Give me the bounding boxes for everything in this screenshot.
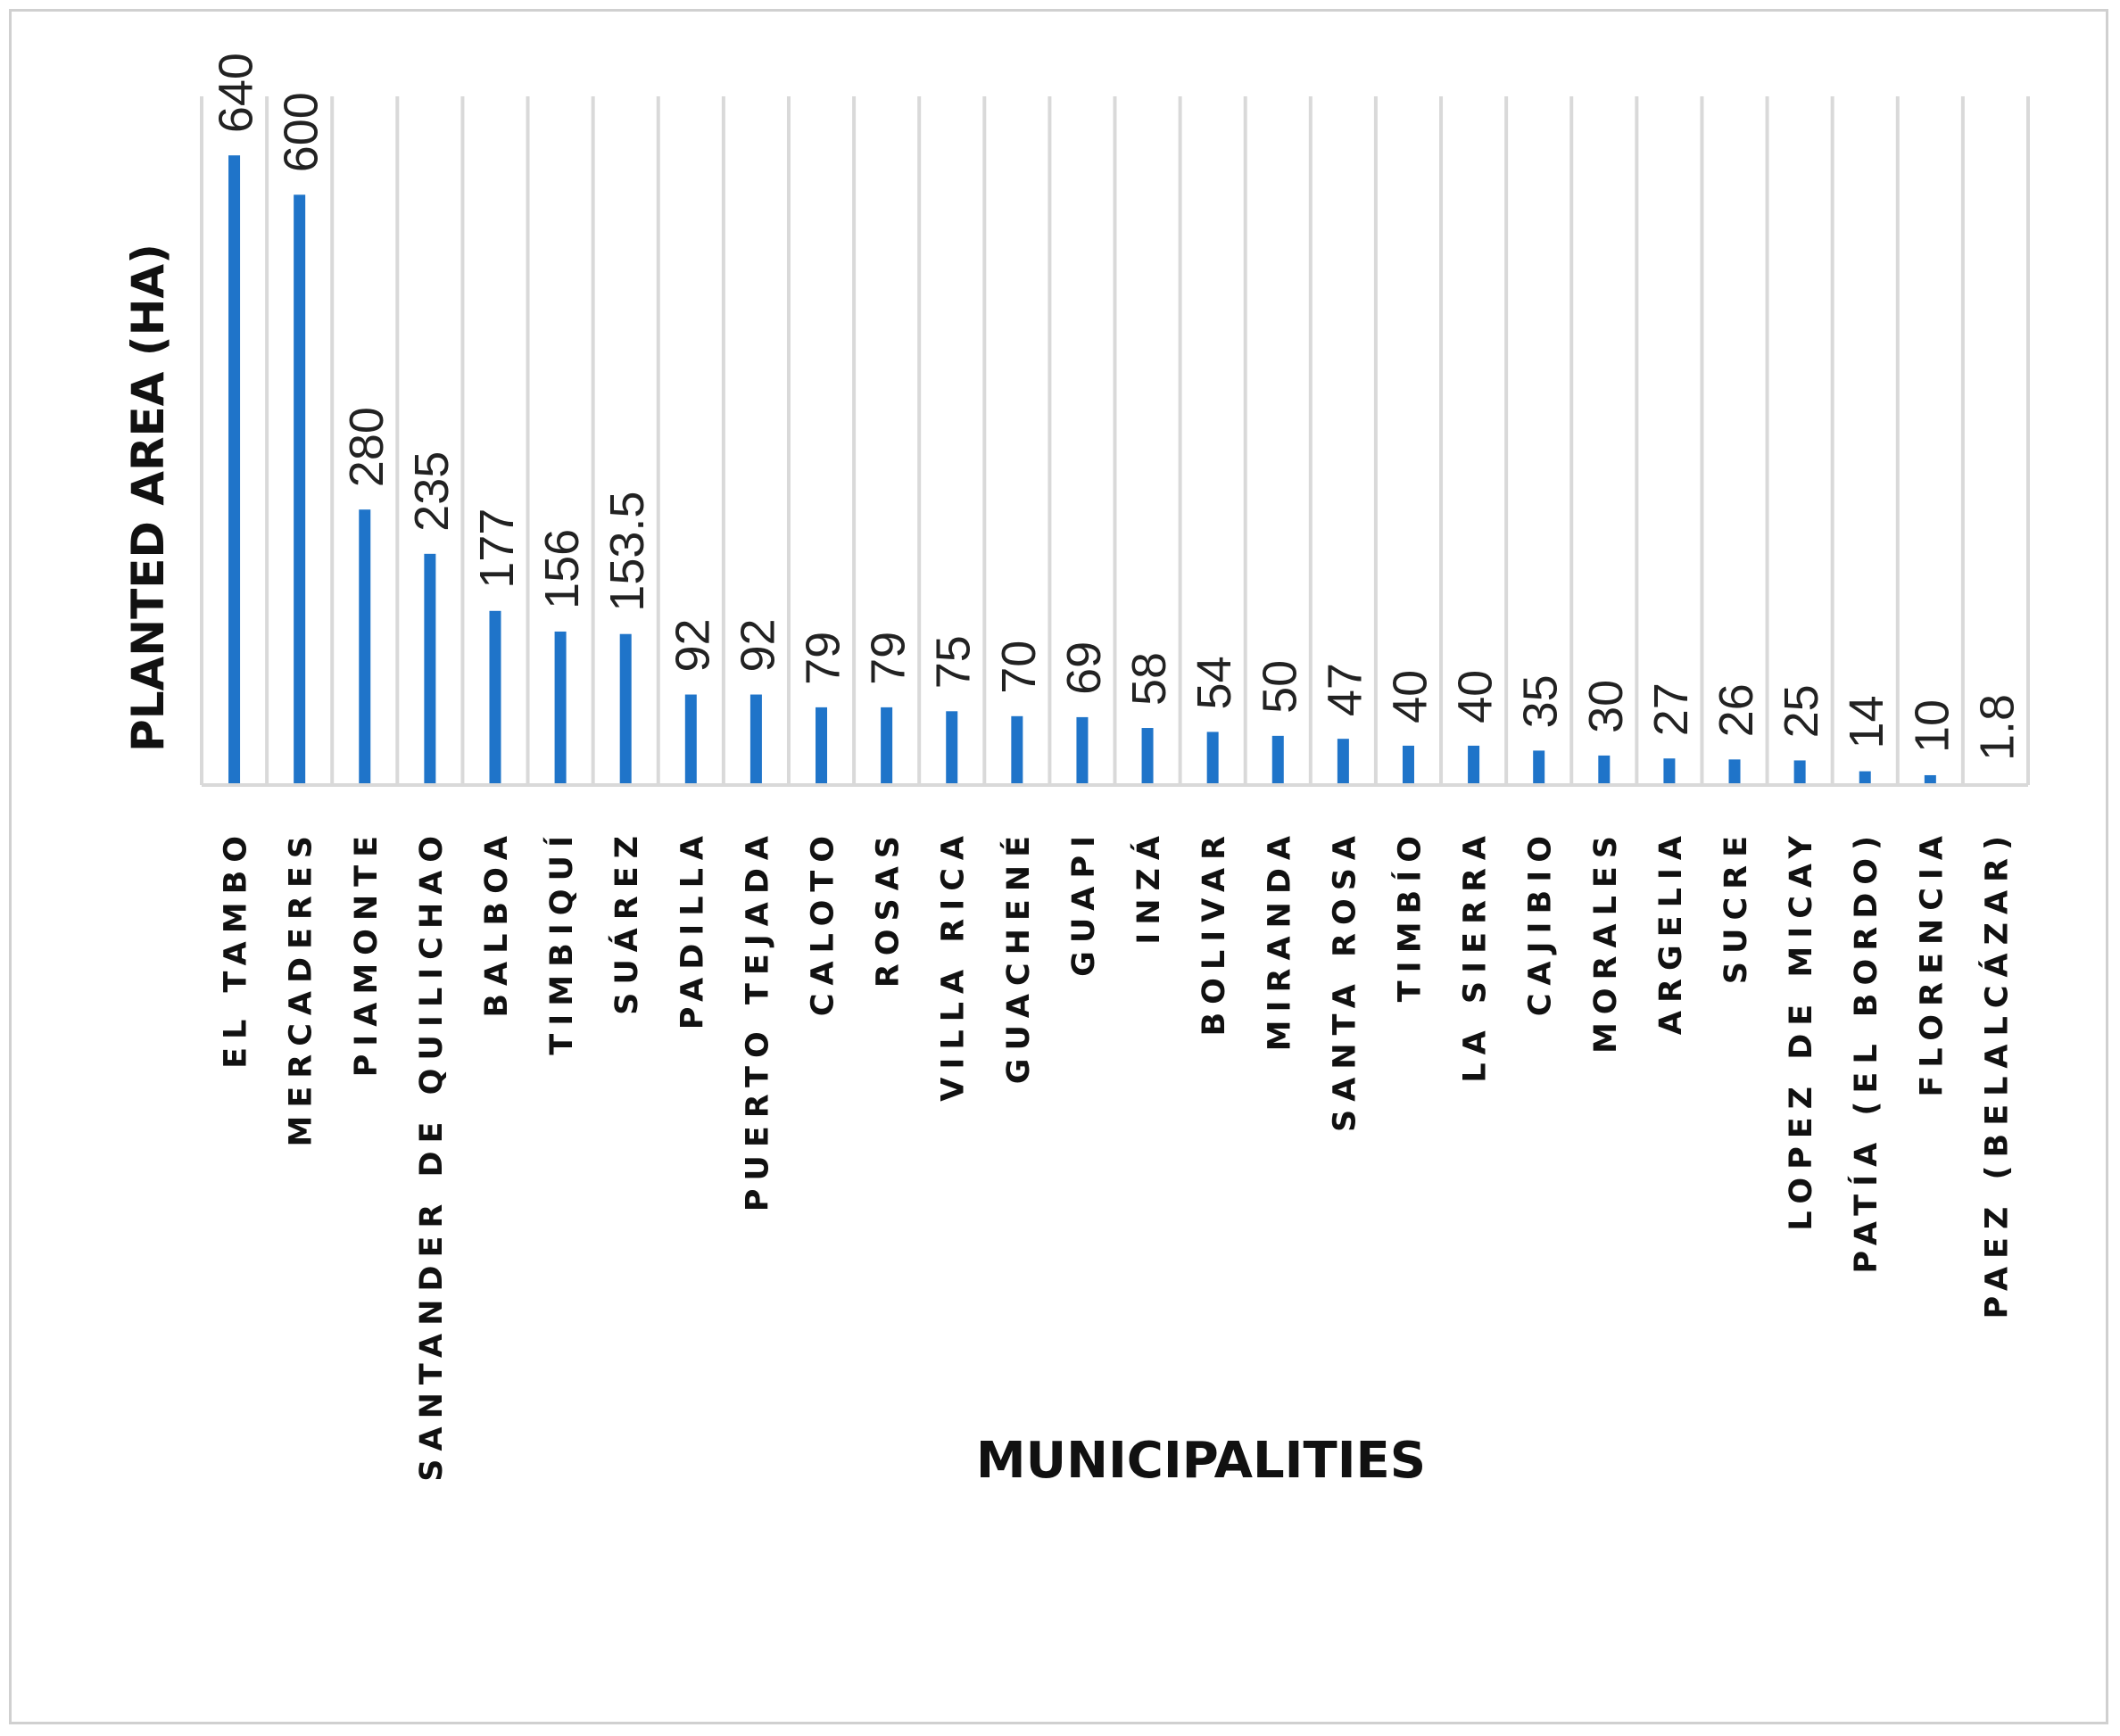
value-label: 75: [927, 635, 981, 689]
category-label: CALOTO: [806, 828, 841, 1016]
bar: [489, 610, 501, 785]
value-label: 40: [1449, 670, 1503, 723]
category-label: PAEZ (BELALCÁZAR): [1977, 828, 2015, 1319]
category-label: TIMBIQUÍ: [542, 828, 580, 1055]
category-label: SANTA ROSA: [1327, 828, 1362, 1132]
value-label: 280: [340, 407, 393, 487]
category-label: PADILLA: [675, 828, 710, 1029]
value-label: 30: [1579, 680, 1633, 733]
value-label: 92: [731, 618, 784, 672]
value-label: 40: [1383, 670, 1437, 723]
category-label: MERCADERES: [284, 828, 319, 1147]
value-label: 177: [470, 508, 524, 589]
category-label: ARGELIA: [1653, 828, 1689, 1035]
category-label: CAJIBIO: [1523, 828, 1559, 1016]
bar: [1924, 774, 1936, 785]
value-label: 27: [1644, 682, 1698, 736]
bar: [424, 553, 436, 785]
bar: [749, 694, 762, 785]
bar: [1468, 745, 1480, 785]
category-label: TIMBÍO: [1390, 828, 1428, 1002]
bar: [816, 707, 828, 785]
category-label: GUAPI: [1066, 828, 1102, 977]
category-label: MIRANDA: [1262, 828, 1297, 1051]
value-label: 10: [1905, 699, 1959, 753]
category-label: INZÁ: [1130, 828, 1167, 945]
value-label: 79: [862, 632, 915, 685]
bar: [1598, 755, 1611, 785]
value-label: 235: [405, 451, 459, 532]
bar: [228, 155, 241, 785]
bar: [1011, 715, 1023, 785]
bar: [1728, 759, 1741, 785]
x-axis-title: MUNICIPALITIES: [976, 1432, 1426, 1490]
bar: [1271, 735, 1284, 785]
bar: [1859, 771, 1871, 785]
value-label: 50: [1253, 660, 1306, 714]
gridlines: [200, 96, 2030, 785]
bars: [228, 155, 2001, 786]
value-label: 70: [992, 641, 1046, 694]
value-label: 92: [666, 618, 719, 672]
category-label: FLORENCIA: [1914, 828, 1950, 1097]
category-labels: EL TAMBO MERCADERES PIAMONTE SANTANDER DE Q…: [219, 828, 2016, 1482]
category-label: SUÁREZ: [608, 828, 645, 1015]
bar: [294, 194, 306, 786]
bar: [1402, 745, 1414, 785]
value-label: 640: [210, 53, 263, 133]
category-label: LOPEZ DE MICAY: [1784, 828, 1819, 1231]
value-label: 47: [1318, 663, 1371, 716]
bar: [1793, 760, 1806, 785]
value-label: 156: [535, 529, 589, 609]
category-label: PIAMONTE: [349, 828, 385, 1077]
value-label: 14: [1840, 695, 1893, 748]
category-label: LA SIERRA: [1458, 828, 1494, 1083]
bar: [1141, 728, 1154, 785]
category-label: GUACHENÉ: [999, 828, 1037, 1084]
bar: [684, 694, 697, 785]
category-label: PATÍA (EL BORDO): [1847, 828, 1884, 1274]
bar: [881, 707, 893, 785]
bar: [946, 711, 958, 785]
category-label: EL TAMBO: [219, 828, 254, 1069]
y-axis-title: PLANTED AREA (HA): [122, 244, 174, 752]
bar: [1663, 758, 1676, 785]
category-label: SUCRE: [1718, 828, 1754, 984]
value-label: 600: [275, 92, 328, 172]
chart-frame: 640 600 280 235 177 156 153.5 92 92 79 79 75 70 69 58 5…: [9, 9, 2108, 1724]
category-label: PUERTO TEJADA: [740, 828, 775, 1211]
bar: [1076, 716, 1089, 785]
bar: [1206, 732, 1219, 785]
category-label: MORALES: [1588, 828, 1624, 1054]
bar: [359, 509, 371, 785]
value-label: 153.5: [600, 492, 654, 612]
value-label: 54: [1188, 656, 1241, 709]
value-label: 58: [1122, 652, 1176, 706]
bar: [554, 631, 567, 785]
bar: [1337, 739, 1349, 785]
value-label: 1.8: [1970, 694, 2024, 761]
bar: [619, 633, 632, 785]
category-label: ROSAS: [871, 828, 907, 988]
bar: [1533, 750, 1545, 785]
value-label: 69: [1057, 641, 1111, 695]
value-label: 35: [1514, 674, 1568, 728]
value-label: 26: [1710, 683, 1763, 737]
category-label: SANTANDER DE QUILICHAO: [414, 828, 450, 1482]
value-label: 25: [1775, 684, 1828, 738]
category-label: BALBOA: [479, 828, 515, 1018]
category-label: VILLA RICA: [936, 828, 972, 1102]
category-label: BOLIVAR: [1197, 828, 1232, 1037]
value-label: 79: [797, 632, 850, 685]
